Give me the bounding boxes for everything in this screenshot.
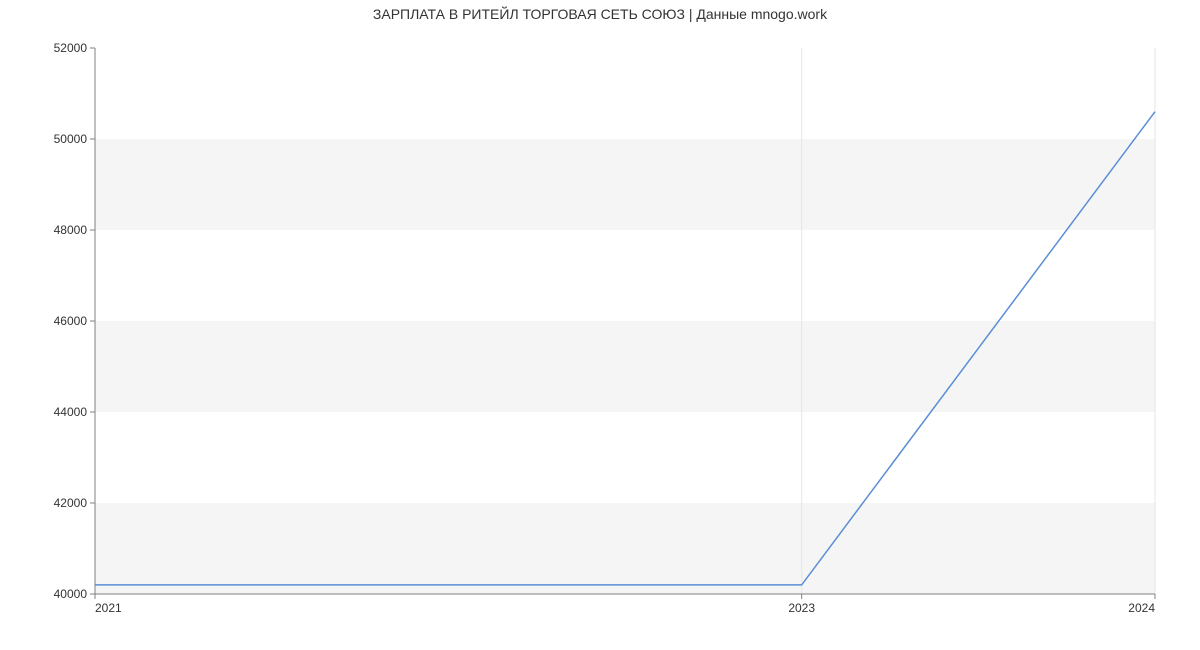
y-tick-label: 42000 — [54, 496, 88, 510]
x-tick-label: 2023 — [788, 601, 815, 615]
y-tick-label: 48000 — [54, 223, 88, 237]
chart-container: ЗАРПЛАТА В РИТЕЙЛ ТОРГОВАЯ СЕТЬ СОЮЗ | Д… — [0, 0, 1200, 650]
y-tick-label: 46000 — [54, 314, 88, 328]
y-tick-label: 52000 — [54, 41, 88, 55]
x-tick-label: 2021 — [95, 601, 122, 615]
chart-svg: 40000 42000 44000 46000 48000 50000 52000 2021 2… — [0, 0, 1200, 650]
grid-band — [95, 321, 1155, 412]
y-tick-label: 44000 — [54, 405, 88, 419]
y-tick-label: 40000 — [54, 587, 88, 601]
grid-band — [95, 139, 1155, 230]
grid-band — [95, 503, 1155, 594]
x-tick-label: 2024 — [1128, 601, 1155, 615]
y-tick-label: 50000 — [54, 132, 88, 146]
